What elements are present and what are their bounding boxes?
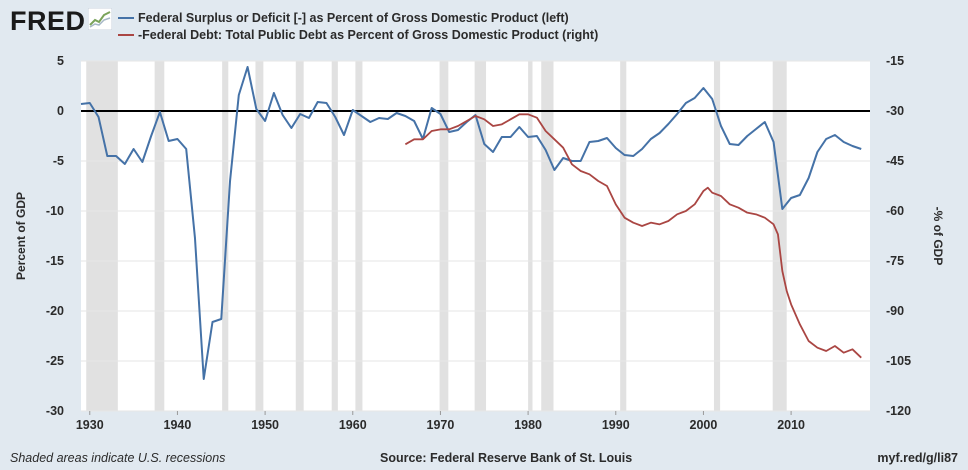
recession-band	[474, 61, 487, 411]
x-tick-label: 1930	[76, 418, 104, 432]
x-axis-ticks: 1930 1940 1950 1960 1970 1980 1990 2000 2010	[76, 411, 805, 432]
fred-logo-graph-icon	[88, 8, 112, 30]
legend-label-surplus: Federal Surplus or Deficit [-] as Percen…	[138, 10, 569, 25]
fred-logo[interactable]: FRED	[10, 6, 86, 36]
left-tick-label: 5	[57, 54, 64, 68]
left-tick-label: -30	[46, 404, 64, 418]
right-tick-label: -45	[886, 154, 904, 168]
x-tick-label: 1990	[602, 418, 630, 432]
left-tick-label: -25	[46, 354, 64, 368]
x-tick-label: 1970	[427, 418, 455, 432]
right-axis-title: -% of GDP	[931, 207, 945, 266]
right-axis-ticks: -15 -30 -45 -60 -75 -90 -105 -120	[886, 54, 911, 418]
x-tick-label: 1980	[514, 418, 542, 432]
legend-swatch-debt	[118, 33, 134, 36]
left-tick-label: -10	[46, 204, 64, 218]
x-tick-label: 1950	[251, 418, 279, 432]
left-tick-label: -5	[53, 154, 64, 168]
right-tick-label: -105	[886, 354, 911, 368]
legend-label-debt: -Federal Debt: Total Public Debt as Perc…	[138, 27, 599, 42]
legend-item-debt[interactable]: -Federal Debt: Total Public Debt as Perc…	[118, 26, 598, 43]
recession-band	[772, 61, 787, 411]
recession-band	[528, 61, 533, 411]
x-tick-label: 2000	[690, 418, 718, 432]
right-tick-label: -30	[886, 104, 904, 118]
recession-band	[154, 61, 165, 411]
left-axis-title: Percent of GDP	[14, 192, 28, 280]
legend: Federal Surplus or Deficit [-] as Percen…	[118, 9, 598, 43]
recession-band	[255, 61, 264, 411]
recession-band	[86, 61, 118, 411]
left-axis-ticks: 5 0 -5 -10 -15 -20 -25 -30	[46, 54, 64, 418]
right-tick-label: -75	[886, 254, 904, 268]
series-line-debt	[404, 113, 862, 359]
short-url-link[interactable]: myf.red/g/li87	[877, 451, 958, 465]
legend-item-surplus[interactable]: Federal Surplus or Deficit [-] as Percen…	[118, 9, 598, 26]
recession-band	[222, 61, 229, 411]
recession-band	[355, 61, 363, 411]
x-tick-label: 1960	[339, 418, 367, 432]
left-tick-label: 0	[57, 104, 64, 118]
left-tick-label: -20	[46, 304, 64, 318]
recession-band	[620, 61, 627, 411]
right-tick-label: -60	[886, 204, 904, 218]
recession-note: Shaded areas indicate U.S. recessions	[10, 451, 226, 465]
left-tick-label: -15	[46, 254, 64, 268]
recession-band	[541, 61, 554, 411]
source-text: Source: Federal Reserve Bank of St. Loui…	[380, 451, 633, 465]
right-tick-label: -120	[886, 404, 911, 418]
right-tick-label: -90	[886, 304, 904, 318]
recession-band	[439, 61, 449, 411]
recession-band	[295, 61, 304, 411]
recession-band	[713, 61, 721, 411]
recession-band	[331, 61, 338, 411]
x-tick-label: 2010	[777, 418, 805, 432]
x-tick-label: 1940	[164, 418, 192, 432]
right-tick-label: -15	[886, 54, 904, 68]
gridlines	[81, 60, 870, 412]
legend-swatch-surplus	[118, 16, 134, 19]
recession-bands	[86, 61, 787, 411]
